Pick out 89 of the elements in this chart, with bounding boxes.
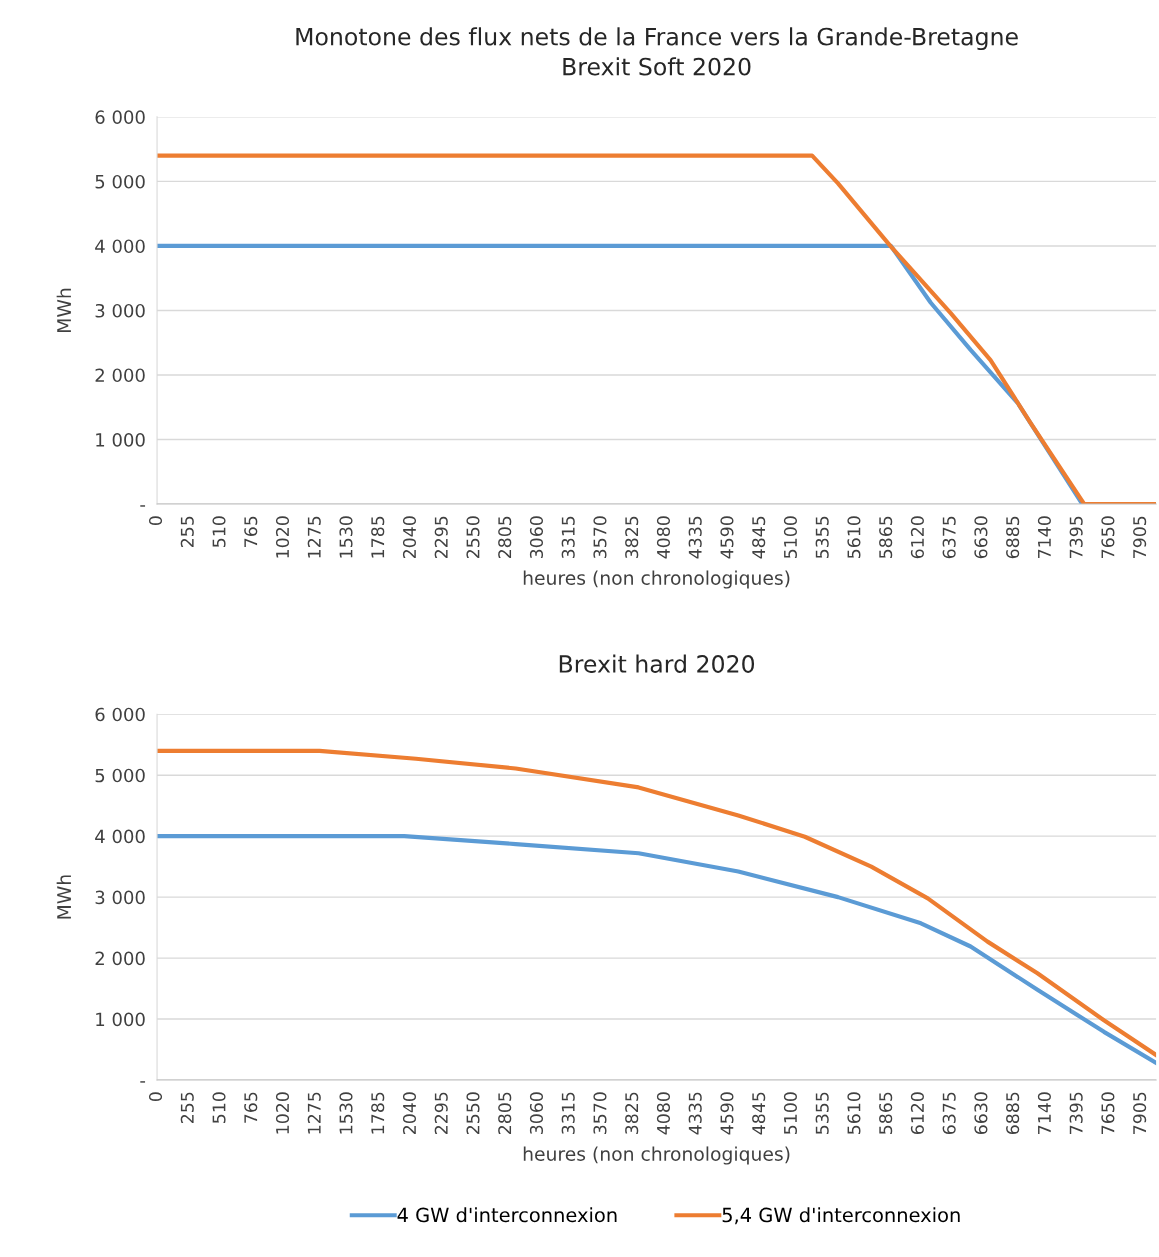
line-series (157, 748, 1157, 1058)
x-tick-label: 4335 (688, 516, 702, 559)
x-tick-label: 765 (244, 516, 258, 547)
x-tick-label: 6375 (942, 1092, 956, 1135)
y-tick-label: 3 000 (95, 303, 145, 318)
x-tick-label: 3570 (593, 516, 607, 559)
x-tick-label: 4080 (656, 516, 671, 559)
y-tick-label: 1 000 (96, 1012, 145, 1027)
x-tick-label: 3315 (561, 1092, 575, 1134)
y-tick-label: 4 000 (95, 239, 145, 254)
x-tick-label: 6630 (974, 516, 988, 559)
x-tick-label: 6885 (1006, 1092, 1020, 1135)
x-tick-label: 5355 (815, 516, 829, 559)
x-tick-label: 5100 (783, 1092, 797, 1134)
y-tick-label: 6 000 (95, 707, 145, 722)
x-tick-label: 2550 (466, 1092, 480, 1135)
y-tick-label: 2 000 (95, 368, 145, 383)
x-tick-label: 4845 (752, 516, 766, 559)
x-tick-label: 1020 (275, 516, 290, 558)
y-tick-label: 5 000 (95, 768, 145, 783)
x-tick-label: 3060 (529, 516, 544, 559)
x-tick-label: 3825 (625, 1092, 639, 1134)
y-tick-label: 1 000 (96, 432, 145, 447)
x-tick-label: 4335 (688, 1092, 702, 1135)
x-tick-label: 1530 (339, 516, 353, 558)
x-tick-label: 3060 (529, 1092, 544, 1134)
x-tick-label: 7140 (1037, 1092, 1051, 1134)
x-tick-label: 6630 (974, 1092, 988, 1135)
legend-label: 5,4 GW d'interconnexion (722, 1207, 960, 1225)
x-axis-title: heures (non chronologiques) (523, 570, 790, 589)
x-tick-label: 1530 (339, 1092, 353, 1134)
x-tick-label: 5865 (879, 1092, 893, 1134)
x-tick-label: 3315 (561, 516, 575, 559)
x-tick-label: 2805 (498, 1092, 512, 1135)
x-tick-label: 5355 (815, 1092, 829, 1134)
x-tick-label: 765 (244, 1092, 258, 1123)
x-tick-label: 4845 (752, 1092, 766, 1135)
x-tick-label: 6375 (942, 516, 956, 559)
x-tick-label: 2550 (466, 516, 480, 559)
x-tick-label: 3825 (625, 516, 639, 559)
x-tick-label: 2805 (498, 516, 512, 559)
x-tick-label: 6120 (910, 516, 924, 559)
y-axis-title: MWh (56, 288, 71, 332)
x-tick-label: 2040 (402, 516, 417, 559)
chart-title: Monotone des flux nets de la France vers la Grande-Bretagne (296, 27, 1018, 51)
x-tick-label: 5100 (783, 516, 797, 559)
x-tick-label: 2040 (402, 1092, 417, 1135)
x-tick-label: 7140 (1037, 516, 1051, 558)
y-tick-label: 5 000 (95, 174, 145, 189)
x-tick-label: 2295 (434, 1092, 448, 1135)
x-tick-label: 7905 (1133, 516, 1147, 558)
y-tick-label: 4 000 (95, 829, 145, 844)
x-tick-label: 510 (212, 1092, 226, 1123)
x-tick-label: 0 (148, 516, 163, 526)
y-axis-title: MWh (56, 875, 71, 919)
x-axis-title: heures (non chronologiques) (523, 1146, 790, 1165)
x-tick-label: 7395 (1069, 1092, 1083, 1134)
x-tick-label: 1275 (307, 516, 321, 558)
x-tick-label: 3570 (593, 1092, 607, 1134)
y-tick-label: - (140, 1081, 146, 1083)
y-tick-label: 6 000 (95, 110, 145, 125)
x-tick-label: 5865 (879, 516, 893, 559)
x-tick-label: 4590 (720, 516, 734, 559)
x-tick-label: 5610 (847, 1092, 861, 1134)
chart-title: Brexit hard 2020 (559, 654, 755, 673)
x-tick-label: 1785 (371, 516, 385, 558)
line-series (157, 834, 1157, 1066)
x-tick-label: 5610 (847, 516, 861, 559)
x-tick-label: 6885 (1006, 516, 1020, 559)
x-tick-label: 1020 (275, 1092, 290, 1134)
legend-label: 4 GW d'interconnexion (397, 1207, 617, 1223)
x-tick-label: 1785 (371, 1092, 385, 1134)
y-tick-label: 3 000 (95, 890, 145, 905)
x-tick-label: 4080 (656, 1092, 671, 1135)
x-tick-label: 7650 (1101, 516, 1115, 558)
x-tick-label: 7395 (1069, 516, 1083, 558)
x-tick-label: 255 (180, 1092, 194, 1123)
x-tick-label: 1275 (307, 1092, 321, 1134)
x-tick-label: 0 (148, 1092, 163, 1102)
y-tick-label: 2 000 (95, 951, 145, 966)
x-tick-label: 255 (180, 516, 194, 548)
x-tick-label: 4590 (720, 1092, 734, 1135)
x-tick-label: 7905 (1133, 1092, 1147, 1134)
x-tick-label: 6120 (910, 1092, 924, 1135)
x-tick-label: 510 (212, 516, 226, 547)
x-tick-label: 2295 (434, 516, 448, 559)
chart-subtitle: Brexit Soft 2020 (563, 57, 751, 76)
x-tick-label: 7650 (1101, 1092, 1115, 1134)
y-tick-label: - (140, 505, 146, 507)
